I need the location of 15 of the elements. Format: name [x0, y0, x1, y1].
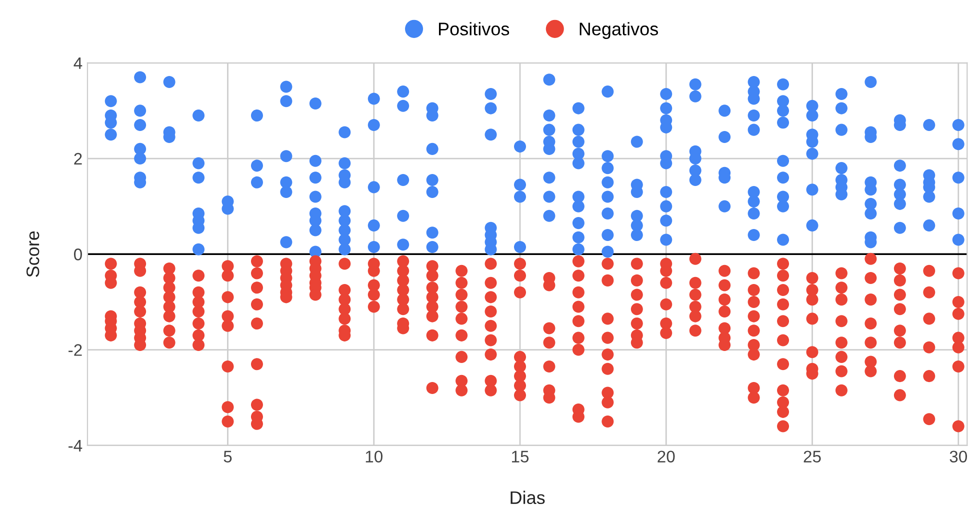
x-tick-label: 5: [224, 450, 232, 463]
x-tick-label: 20: [658, 450, 675, 463]
y-tick-label: -2: [68, 344, 82, 356]
y-tick-label: 2: [74, 152, 82, 165]
y-tick-label: 0: [74, 248, 82, 260]
legend-label: Negativos: [580, 22, 658, 39]
x-tick-label: 10: [366, 450, 382, 463]
x-tick-label: 15: [512, 450, 529, 463]
y-tick-label: -4: [68, 440, 82, 452]
x-tick-label: 30: [950, 450, 967, 463]
y-axis-title: Score: [26, 231, 40, 277]
x-tick-label: 25: [804, 450, 821, 463]
y-tick-label: 4: [74, 57, 82, 69]
legend-label: Positivos: [438, 22, 510, 36]
x-axis-title: Dias: [510, 490, 545, 504]
